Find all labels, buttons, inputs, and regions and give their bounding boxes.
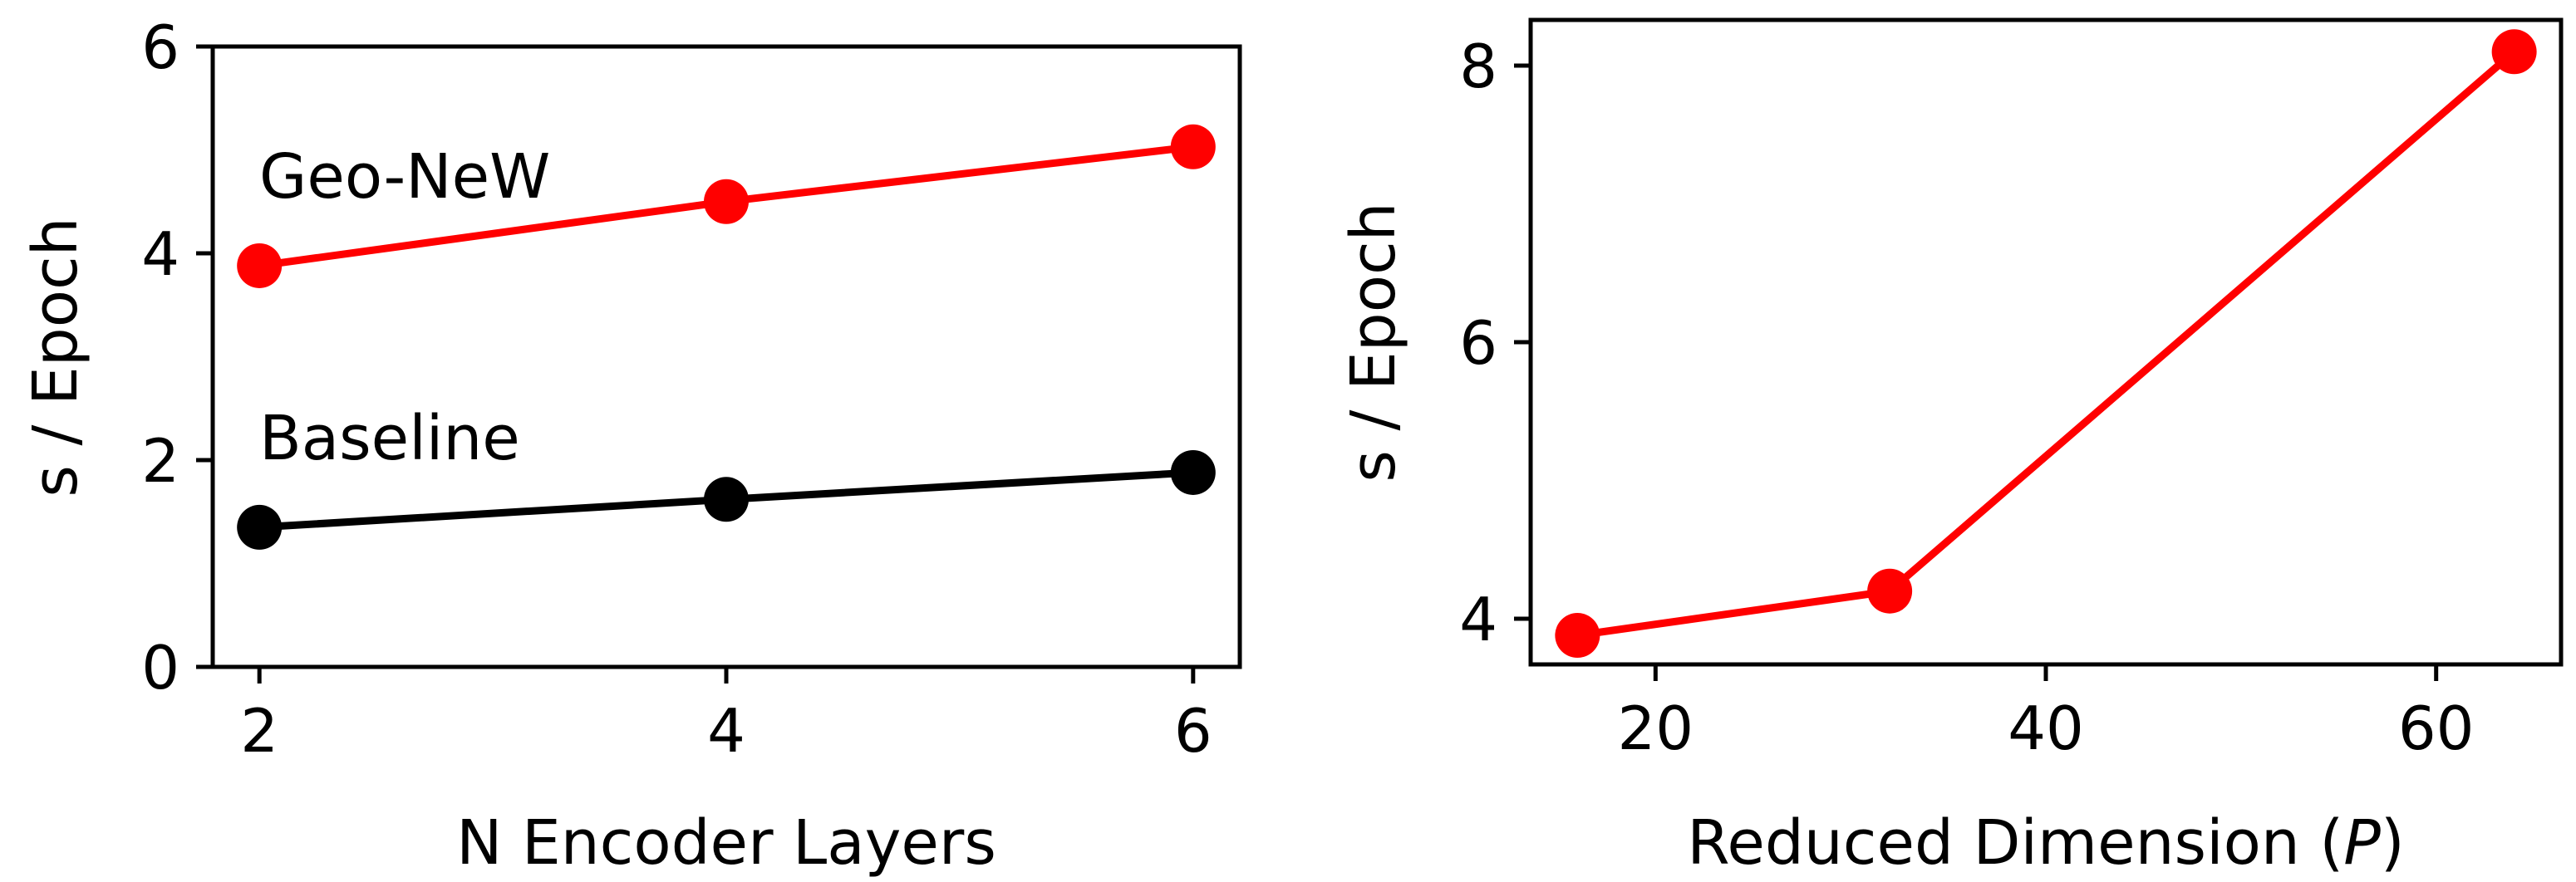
right-plot-frame — [1528, 17, 2564, 667]
left-chart-marks — [237, 124, 1216, 550]
right-data-point-series-0-16 — [1555, 613, 1600, 659]
left-plot-frame — [210, 44, 1242, 669]
right-y-axis-label: s / Epoch — [1338, 202, 1409, 482]
left-data-point-geo-new-6 — [1170, 124, 1216, 169]
left-x-tick-label-2: 2 — [240, 696, 278, 766]
right-x-axis-label-suffix: ) — [2381, 807, 2405, 879]
left-x-axis-label: N Encoder Layers — [456, 807, 996, 879]
left-data-point-geo-new-4 — [704, 179, 749, 224]
left-y-tick-label-2: 2 — [141, 426, 179, 496]
left-y-tick-label-6: 6 — [141, 12, 179, 82]
right-data-point-series-0-64 — [2491, 29, 2537, 75]
right-x-tick-label-40: 40 — [2008, 693, 2084, 763]
series-label-geo-new: Geo-NeW — [259, 141, 550, 213]
right-x-axis-label-text: Reduced Dimension (P) — [1687, 807, 2404, 879]
left-x-tick-label-6: 6 — [1174, 696, 1212, 766]
left-data-point-baseline-4 — [704, 477, 749, 522]
right-x-axis-label: Reduced Dimension (P) — [1687, 807, 2404, 879]
right-x-axis-label-prefix: Reduced Dimension ( — [1687, 807, 2343, 879]
series-label-baseline: Baseline — [259, 403, 520, 474]
left-data-point-baseline-6 — [1170, 449, 1216, 495]
left-y-tick-label-4: 4 — [141, 219, 179, 289]
left-data-point-geo-new-2 — [237, 243, 283, 288]
right-x-tick-label-20: 20 — [1617, 693, 1694, 763]
left-x-tick-label-4: 4 — [707, 696, 745, 766]
right-y-tick-label-8: 8 — [1459, 32, 1497, 101]
left-data-point-baseline-2 — [237, 504, 283, 550]
right-y-tick-label-6: 6 — [1459, 308, 1497, 378]
right-x-axis-label-symbol: P — [2343, 807, 2381, 879]
left-y-tick-label-0: 0 — [141, 633, 179, 703]
right-chart-ticks: 20 40 60 4 6 8 — [1459, 32, 2474, 763]
left-y-axis-label: s / Epoch — [20, 217, 91, 497]
right-chart-marks — [1555, 29, 2537, 659]
right-x-tick-label-60: 60 — [2398, 693, 2475, 763]
right-data-point-series-0-32 — [1867, 568, 1913, 614]
right-series-line-series-0 — [1573, 47, 2519, 639]
right-chart-panel: 20 40 60 4 6 8 Reduced Dimension (P) s / Epoc… — [1338, 17, 2564, 879]
right-y-tick-label-4: 4 — [1459, 585, 1497, 654]
